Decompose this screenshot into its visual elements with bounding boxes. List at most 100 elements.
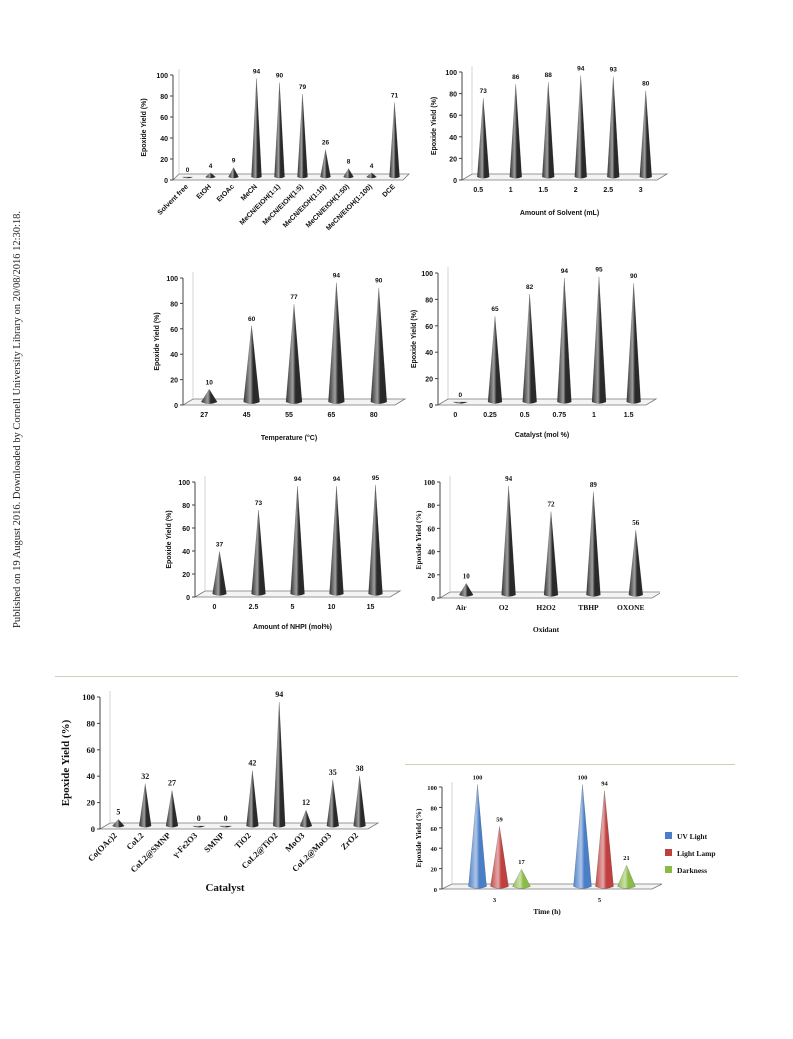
x-tick-label: DCE [382, 183, 398, 199]
y-tick-label: 0 [186, 595, 190, 602]
data-label: 100 [473, 775, 483, 782]
x-tick-label: 65 [328, 412, 336, 419]
bar-cone [557, 277, 572, 404]
data-label: 89 [590, 481, 598, 489]
bar-cone [595, 790, 614, 889]
data-label: 90 [276, 73, 284, 80]
y-tick-label: 20 [425, 377, 433, 384]
data-label: 4 [370, 163, 374, 170]
y-tick-label: 100 [166, 276, 178, 283]
y-tick-label: 60 [87, 745, 96, 755]
x-tick-label: MeCN/EtOH(1:50) [305, 183, 351, 229]
data-label: 73 [255, 500, 263, 507]
data-label: 0 [459, 392, 463, 399]
data-label: 56 [632, 519, 640, 527]
x-tick-label: 0.5 [473, 187, 483, 194]
chart-solvent-amount: 0 20 40 60 80 100 Epoxide Yield (%) Amount of S… [431, 65, 669, 217]
x-tick-label: SMNP [202, 830, 226, 854]
x-tick-label: 1 [509, 187, 513, 194]
y-tick-label: 100 [445, 70, 457, 77]
data-label: 90 [375, 278, 383, 285]
x-tick-label: 10 [328, 604, 336, 611]
y-tick-label: 0 [434, 887, 437, 894]
bar-cone [326, 779, 340, 828]
y-tick-label: 100 [178, 480, 190, 487]
data-label: 38 [356, 764, 364, 773]
bar-cone [219, 825, 232, 828]
data-label: 4 [209, 163, 213, 170]
bar-cone [366, 172, 377, 179]
data-label: 94 [333, 273, 341, 280]
y-tick-label: 80 [428, 501, 436, 510]
bar-cone [586, 491, 601, 597]
data-label: 94 [505, 475, 512, 483]
chart-floor [436, 398, 658, 406]
y-axis-label: Epoxide Yield (%) [141, 98, 148, 156]
x-tick-label: 3 [493, 897, 497, 904]
data-label: 0 [197, 814, 201, 823]
data-label: 8 [347, 159, 351, 166]
data-label: 59 [496, 816, 503, 823]
x-tick-label: MoO3 [283, 830, 306, 853]
bar-cone [138, 783, 152, 828]
bar-cone [458, 583, 474, 597]
y-tick-label: 80 [431, 805, 438, 812]
bar-cone [112, 819, 125, 828]
y-tick-label: 60 [449, 113, 457, 120]
bar-cone [205, 172, 216, 179]
chart-floor [460, 173, 669, 181]
data-label: 0 [186, 167, 190, 174]
y-axis-label: Epoxide Yield (%) [60, 719, 72, 806]
y-tick-label: 80 [87, 718, 96, 728]
bar-cone [468, 784, 487, 889]
y-axis-label: Epoxide Yield (%) [414, 510, 423, 570]
y-tick-label: 20 [160, 157, 168, 164]
bar-cone [272, 701, 286, 828]
bar-cone [320, 149, 331, 179]
chart-temperature: 0 20 40 60 80 100 Epoxide Yield (%) Temperature… [154, 272, 407, 442]
bar-cone [477, 98, 490, 179]
x-tick-label: 1 [592, 412, 596, 419]
bar-cone [290, 485, 305, 596]
y-tick-label: 60 [425, 324, 433, 331]
y-tick-label: 0 [431, 594, 435, 603]
x-axis-label: Catalyst [205, 882, 244, 894]
y-tick-label: 40 [182, 549, 190, 556]
data-label: 94 [577, 65, 585, 72]
bar-cone [285, 304, 303, 404]
x-tick-label: 1.5 [538, 187, 548, 194]
x-tick-label: TiO2 [232, 830, 252, 850]
x-axis-label: Temperature (°C) [261, 434, 317, 442]
x-tick-label: MeCN/EtOH(1:5) [262, 183, 305, 226]
x-tick-label: 0.5 [520, 412, 530, 419]
x-axis-label: Amount of NHPI (mol%) [253, 624, 332, 631]
bar-cone [453, 401, 468, 404]
x-tick-label: 5 [598, 897, 602, 904]
data-label: 95 [595, 267, 603, 274]
x-tick-label: CoL2 [124, 830, 145, 851]
x-tick-label: 45 [243, 412, 251, 419]
bar-cone [182, 176, 193, 179]
x-tick-label: 2.5 [249, 604, 259, 611]
bar-cone [328, 282, 345, 404]
y-tick-label: 20 [431, 867, 438, 874]
y-tick-label: 100 [427, 785, 437, 792]
bar-cone [192, 825, 205, 828]
x-tick-label: MeCN/EtOH(1:10) [282, 183, 328, 229]
x-tick-label: Solvent free [157, 183, 190, 216]
data-label: 65 [491, 306, 499, 313]
legend-label: Darkness [677, 866, 707, 875]
bar-cone [370, 287, 388, 404]
bar-cone [509, 84, 522, 179]
y-tick-label: 40 [160, 136, 168, 143]
data-label: 9 [232, 158, 236, 165]
bar-cone [200, 388, 218, 404]
bar-cone [297, 94, 308, 179]
data-label: 73 [480, 88, 488, 95]
x-tick-label: 80 [370, 412, 378, 419]
chart-light: 0 20 40 60 80 100 Epoxide Yield (%) Time (h) 100… [414, 775, 716, 917]
data-label: 94 [253, 68, 261, 75]
y-tick-label: 100 [156, 73, 168, 80]
